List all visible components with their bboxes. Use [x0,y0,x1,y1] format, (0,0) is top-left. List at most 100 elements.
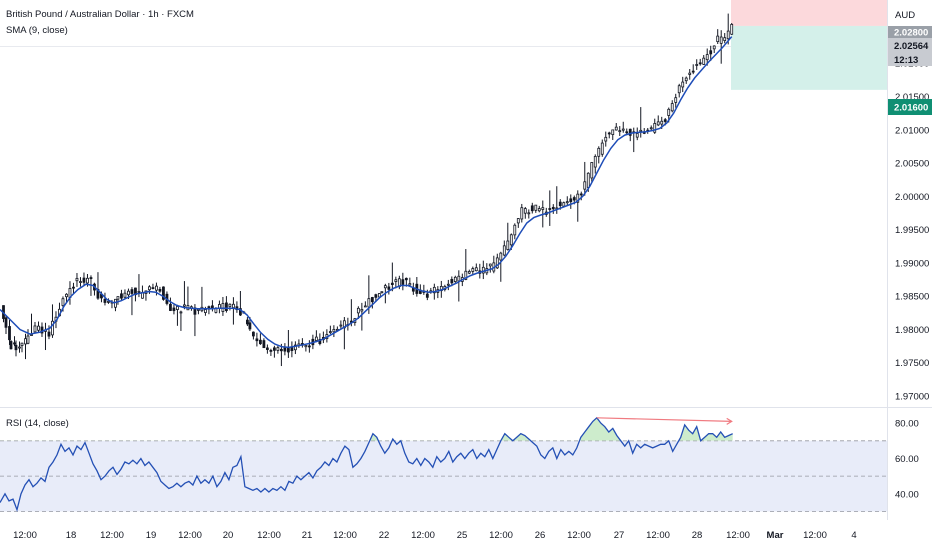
candle [471,266,475,275]
candle [307,340,311,353]
candle [506,222,510,251]
candle [534,204,538,213]
time-tick-label: 12:00 [100,530,124,541]
candle [474,263,478,272]
candle [103,292,107,306]
candle [485,263,489,276]
time-tick-label: 12:00 [178,530,202,541]
time-tick-label: Mar [767,530,784,541]
candle [597,146,601,164]
candle [621,121,625,133]
candle [429,287,433,294]
candle [9,340,13,350]
candle [726,13,730,45]
time-tick-label: 12:00 [726,530,750,541]
target-price-badge-text: 2.01600 [894,103,928,114]
target-price-badge[interactable]: 2.01600 [888,99,932,115]
candle [24,333,27,360]
candle [179,310,183,331]
sma-line[interactable] [0,36,733,349]
stop-loss-zone[interactable] [731,0,887,26]
candle [279,343,283,367]
candle [523,206,527,219]
time-tick-label: 18 [66,530,77,541]
candle [513,223,517,240]
candle [172,304,176,315]
candle [516,218,520,228]
price-tick-label: 1.99000 [895,258,929,269]
candle [607,131,611,139]
candle [370,296,374,309]
candle [604,131,608,147]
price-tick-label: 1.98000 [895,325,929,336]
time-tick-label: 21 [302,530,313,541]
last-price-badge-text: 2.02564 [894,41,929,52]
candle [14,340,18,357]
candle [488,263,492,273]
take-profit-zone[interactable] [731,25,887,90]
time-tick-label: 12:00 [333,530,357,541]
candle [363,301,367,308]
candle [394,276,398,289]
candle [225,296,228,313]
candle [211,300,214,312]
candle [695,59,699,70]
candle [68,281,72,305]
candle [47,325,51,340]
rsi-indicator-label[interactable]: RSI (14, close) [6,418,69,429]
candle [255,332,259,347]
candle [13,336,16,347]
candle [495,253,499,270]
candle [481,260,485,280]
candle [300,338,304,348]
candle [183,281,186,310]
divergence-trendline[interactable] [596,417,732,422]
candle [107,298,110,304]
candle [457,270,461,302]
sma-indicator-label[interactable]: SMA (9, close) [6,25,68,36]
candle [26,329,30,345]
candle [4,315,8,334]
bar-countdown-badge[interactable]: 12:13 [888,53,932,66]
candle [272,345,276,358]
candle [37,321,40,333]
time-tick-label: 12:00 [411,530,435,541]
candle [269,348,273,356]
candle [82,272,86,286]
candle [297,339,301,348]
candle [207,305,211,315]
symbol-title[interactable]: British Pound / Australian Dollar · 1h ·… [6,9,194,20]
candle [670,100,674,113]
candle [691,64,695,75]
candle [228,303,232,311]
candle [548,190,552,226]
candle [635,127,639,141]
candle [593,154,597,174]
candle [356,306,360,319]
candle [235,301,239,313]
candlestick-series [2,13,734,367]
candle [51,304,54,338]
last-price-badge[interactable]: 2.02564 [888,38,932,53]
candle [415,277,419,297]
sma-layer [0,36,733,349]
candle [712,45,716,54]
candle [339,320,343,330]
candle [387,282,391,295]
time-tick-label: 12:00 [489,530,513,541]
candle [467,269,471,275]
candle [33,321,37,333]
rsi-line[interactable] [0,416,733,512]
candle [632,127,636,153]
candle [583,161,587,196]
divergence-arrowhead [726,417,733,425]
candle [551,204,555,214]
candle [562,201,566,207]
candle [18,341,21,353]
candle [527,209,531,219]
stop-price-badge[interactable]: 2.02800 [888,26,932,39]
candle [79,277,82,287]
time-tick-label: 26 [535,530,546,541]
candle [656,115,660,127]
